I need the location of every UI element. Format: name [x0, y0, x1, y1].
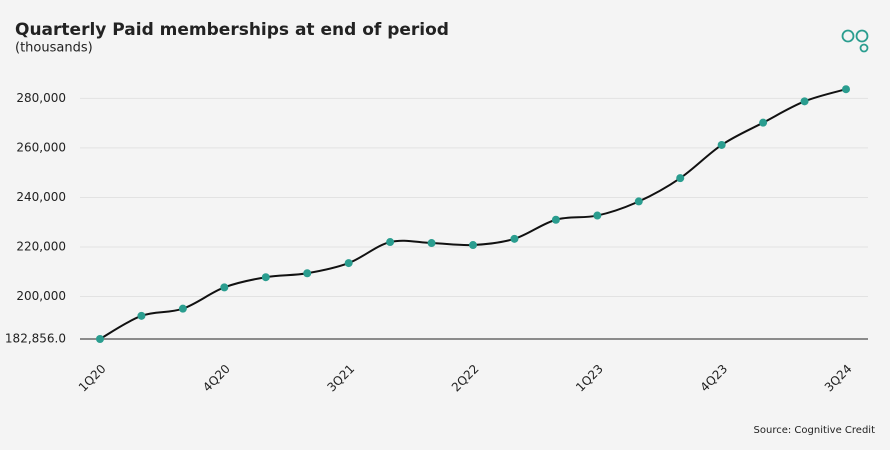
marker: [759, 118, 768, 127]
logo: [841, 29, 869, 53]
marker: [510, 234, 519, 243]
marker: [842, 85, 850, 94]
marker: [344, 259, 353, 268]
marker: [593, 211, 602, 220]
marker: [178, 304, 187, 313]
y-tick-label: 182,856.0: [5, 332, 66, 346]
marker: [303, 269, 312, 278]
marker: [220, 283, 229, 292]
chart-title: Quarterly Paid memberships at end of per…: [15, 20, 449, 40]
y-tick-label: 200,000: [16, 289, 66, 303]
marker: [261, 273, 270, 282]
marker: [676, 174, 685, 183]
y-tick-label: 220,000: [16, 239, 66, 253]
marker: [427, 239, 436, 248]
y-tick-label: 260,000: [16, 140, 66, 154]
chart-subtitle: (thousands): [15, 41, 93, 56]
marker: [137, 311, 146, 320]
marker: [634, 197, 643, 206]
marker: [717, 140, 726, 149]
marker: [386, 238, 395, 247]
y-tick-label: 280,000: [16, 91, 66, 105]
y-tick-label: 240,000: [16, 190, 66, 204]
marker: [469, 241, 477, 250]
marker: [800, 97, 809, 106]
source: Source: Cognitive Credit: [754, 425, 876, 436]
marker: [96, 335, 104, 343]
marker: [551, 215, 560, 224]
